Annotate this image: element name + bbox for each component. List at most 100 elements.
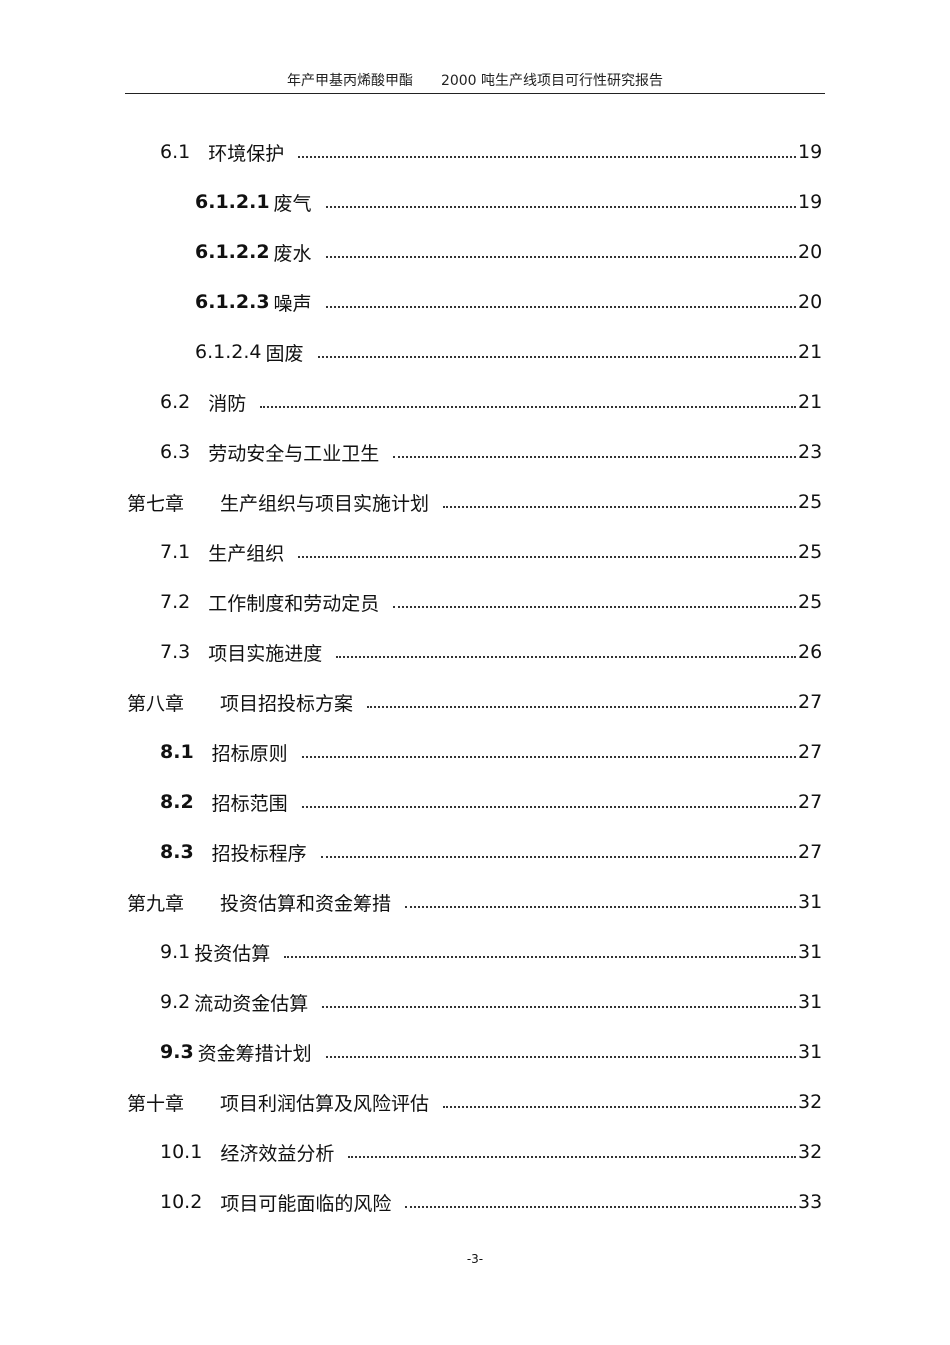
toc-page: 31 — [798, 1041, 823, 1063]
toc-page: 19 — [798, 141, 823, 163]
dot-leader — [443, 1106, 796, 1108]
toc-number: 8.1 — [160, 741, 194, 763]
toc-page: 31 — [798, 941, 823, 963]
toc-title: 招投标程序 — [211, 842, 307, 865]
toc-page: 31 — [798, 891, 823, 913]
toc-entry[interactable]: 6.1.2.3 噪声 20 — [0, 277, 950, 327]
toc-entry[interactable]: 第八章 项目招投标方案 27 — [0, 677, 950, 727]
toc-number: 9.2 — [160, 991, 191, 1013]
dot-leader — [317, 356, 796, 358]
running-header: 年产甲基丙烯酸甲酯 2000 吨生产线项目可行性研究报告 — [0, 70, 950, 90]
toc-number: 6.3 — [160, 441, 191, 463]
table-of-contents: 6.1 环境保护 19 6.1.2.1 废气 19 6.1.2.2 废水 20 6.1.2.3 噪声… — [0, 127, 950, 1227]
toc-entry[interactable]: 6.1.2.4 固废 21 — [0, 327, 950, 377]
toc-title: 投资估算和资金筹措 — [220, 892, 392, 915]
toc-entry[interactable]: 8.2 招标范围 27 — [0, 777, 950, 827]
toc-entry[interactable]: 10.1 经济效益分析 32 — [0, 1127, 950, 1177]
toc-entry[interactable]: 第七章 生产组织与项目实施计划 25 — [0, 477, 950, 527]
toc-title: 噪声 — [273, 292, 312, 315]
toc-entry[interactable]: 8.1 招标原则 27 — [0, 727, 950, 777]
dot-leader — [336, 656, 796, 658]
toc-page: 25 — [798, 591, 823, 613]
toc-page: 20 — [798, 241, 823, 263]
dot-leader — [405, 906, 796, 908]
dot-leader — [325, 256, 796, 258]
toc-entry[interactable]: 10.2 项目可能面临的风险 33 — [0, 1177, 950, 1227]
toc-page: 21 — [798, 341, 823, 363]
toc-title: 废气 — [273, 192, 312, 215]
toc-entry[interactable]: 6.2 消防 21 — [0, 377, 950, 427]
toc-title: 固废 — [265, 342, 304, 365]
dot-leader — [260, 406, 796, 408]
toc-title: 生产组织与项目实施计划 — [220, 492, 430, 515]
toc-page: 26 — [798, 641, 823, 663]
dot-leader — [405, 1206, 796, 1208]
toc-entry[interactable]: 8.3 招投标程序 27 — [0, 827, 950, 877]
toc-title: 工作制度和劳动定员 — [208, 592, 380, 615]
dot-leader — [443, 506, 796, 508]
toc-entry[interactable]: 7.3 项目实施进度 26 — [0, 627, 950, 677]
toc-page: 20 — [798, 291, 823, 313]
toc-page: 23 — [798, 441, 823, 463]
toc-number: 第九章 — [127, 892, 185, 915]
toc-number: 7.3 — [160, 641, 191, 663]
toc-page: 27 — [798, 791, 823, 813]
toc-page: 21 — [798, 391, 823, 413]
toc-title: 项目实施进度 — [208, 642, 323, 665]
toc-number: 10.1 — [160, 1141, 203, 1163]
toc-page: 25 — [798, 541, 823, 563]
header-rule — [125, 93, 825, 94]
toc-entry[interactable]: 6.3 劳动安全与工业卫生 23 — [0, 427, 950, 477]
dot-leader — [320, 856, 796, 858]
toc-title: 招标原则 — [211, 742, 288, 765]
toc-number: 8.3 — [160, 841, 194, 863]
dot-leader — [284, 956, 796, 958]
toc-entry[interactable]: 6.1.2.2 废水 20 — [0, 227, 950, 277]
dot-leader — [298, 556, 796, 558]
dot-leader — [367, 706, 796, 708]
toc-number: 第七章 — [127, 492, 185, 515]
toc-entry[interactable]: 9.1 投资估算 31 — [0, 927, 950, 977]
dot-leader — [325, 306, 796, 308]
dot-leader — [301, 806, 796, 808]
header-left: 年产甲基丙烯酸甲酯 — [286, 73, 413, 89]
toc-title: 项目招投标方案 — [220, 692, 354, 715]
toc-entry[interactable]: 7.1 生产组织 25 — [0, 527, 950, 577]
toc-page: 27 — [798, 841, 823, 863]
toc-title: 招标范围 — [211, 792, 288, 815]
toc-entry[interactable]: 7.2 工作制度和劳动定员 25 — [0, 577, 950, 627]
toc-entry[interactable]: 第十章 项目利润估算及风险评估 32 — [0, 1077, 950, 1127]
dot-leader — [322, 1006, 796, 1008]
toc-number: 第十章 — [127, 1092, 185, 1115]
toc-title: 废水 — [273, 242, 312, 265]
toc-title: 生产组织 — [208, 542, 285, 565]
toc-title: 经济效益分析 — [220, 1142, 335, 1165]
toc-number: 6.1.2.1 — [195, 191, 270, 213]
header-right: 2000 吨生产线项目可行性研究报告 — [440, 73, 664, 89]
toc-entry[interactable]: 第九章 投资估算和资金筹措 31 — [0, 877, 950, 927]
toc-number: 10.2 — [160, 1191, 203, 1213]
toc-page: 25 — [798, 491, 823, 513]
toc-page: 19 — [798, 191, 823, 213]
toc-page: 33 — [798, 1191, 823, 1213]
toc-number: 6.1.2.3 — [195, 291, 270, 313]
toc-title: 流动资金估算 — [194, 992, 309, 1015]
toc-title: 项目可能面临的风险 — [220, 1192, 392, 1215]
toc-page: 32 — [798, 1141, 823, 1163]
toc-title: 劳动安全与工业卫生 — [208, 442, 380, 465]
toc-page: 27 — [798, 741, 823, 763]
toc-number: 6.1.2.4 — [195, 341, 262, 363]
toc-page: 27 — [798, 691, 823, 713]
toc-entry[interactable]: 9.3 资金筹措计划 31 — [0, 1027, 950, 1077]
dot-leader — [325, 1056, 796, 1058]
toc-number: 6.1 — [160, 141, 191, 163]
toc-number: 7.1 — [160, 541, 191, 563]
toc-entry[interactable]: 6.1.2.1 废气 19 — [0, 177, 950, 227]
toc-entry[interactable]: 6.1 环境保护 19 — [0, 127, 950, 177]
page-number: -3- — [466, 1252, 484, 1266]
toc-entry[interactable]: 9.2 流动资金估算 31 — [0, 977, 950, 1027]
toc-number: 9.3 — [160, 1041, 194, 1063]
toc-number: 9.1 — [160, 941, 191, 963]
dot-leader — [301, 756, 796, 758]
